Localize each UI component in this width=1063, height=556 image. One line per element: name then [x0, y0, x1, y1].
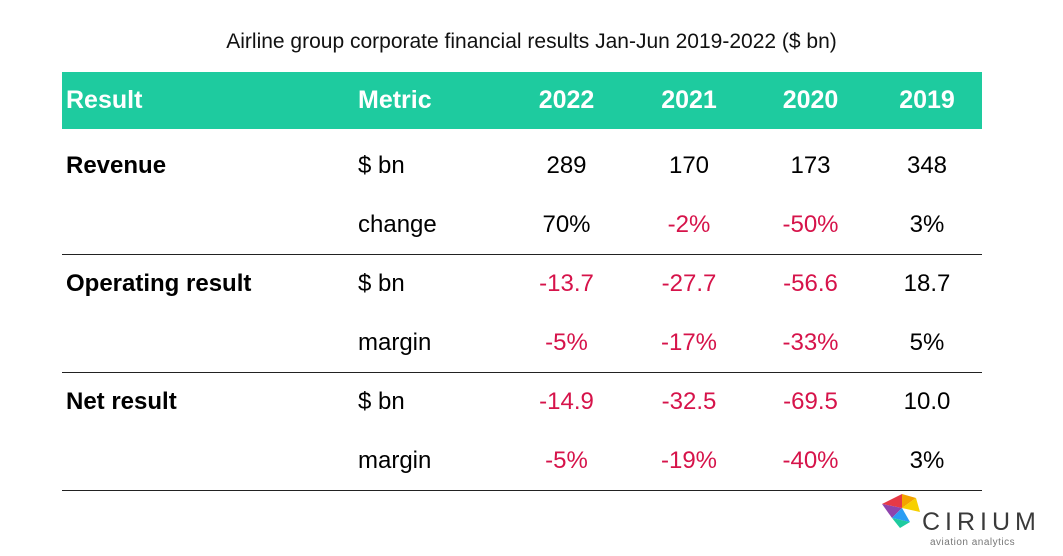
value-cell: 18.7	[903, 270, 951, 298]
table-row: Net result $ bn -14.9 -32.5 -69.5 10.0	[62, 373, 982, 432]
value-cell: -40%	[749, 431, 872, 491]
value-cell: 348	[906, 152, 948, 180]
header-2020: 2020	[749, 72, 872, 129]
logo-wordmark: CIRIUM	[922, 508, 1041, 536]
row-result-label	[62, 195, 356, 255]
row-result-label: Revenue	[66, 152, 167, 180]
value-cell: -17%	[629, 313, 749, 373]
value-cell: -32.5	[661, 388, 717, 416]
value-cell: -5%	[504, 431, 629, 491]
row-metric-label: change	[356, 195, 504, 255]
value-cell: -27.7	[661, 270, 717, 298]
table-row: change 70% -2% -50% 3%	[62, 195, 982, 255]
header-2022: 2022	[504, 72, 629, 129]
value-cell: 10.0	[903, 388, 951, 416]
row-metric-label: $ bn	[358, 388, 405, 416]
header-row: Result Metric 2022 2021 2020 2019	[62, 72, 982, 129]
row-result-label: Operating result	[66, 270, 252, 298]
header-2019: 2019	[872, 72, 982, 129]
value-cell: -50%	[749, 195, 872, 255]
table-row: Revenue $ bn 289 170 173 348	[62, 129, 982, 196]
row-result-label: Net result	[66, 388, 177, 416]
value-cell: -33%	[749, 313, 872, 373]
value-cell: 3%	[872, 431, 982, 491]
value-cell: -56.6	[783, 270, 838, 298]
header-2021: 2021	[629, 72, 749, 129]
logo-tagline: aviation analytics	[930, 537, 1016, 548]
value-cell: -69.5	[783, 388, 838, 416]
value-cell: -19%	[629, 431, 749, 491]
value-cell: 170	[668, 152, 710, 180]
row-metric-label: $ bn	[358, 152, 405, 180]
value-cell: 289	[546, 152, 587, 180]
header-metric: Metric	[356, 72, 504, 129]
cirium-logo-icon	[882, 494, 920, 528]
row-result-label	[62, 313, 356, 373]
row-metric-label: margin	[356, 431, 504, 491]
value-cell: 173	[790, 152, 831, 180]
header-result: Result	[62, 72, 356, 129]
table-row: Operating result $ bn -13.7 -27.7 -56.6 18.7	[62, 255, 982, 314]
row-metric-label: margin	[356, 313, 504, 373]
value-cell: 70%	[504, 195, 629, 255]
value-cell: -5%	[504, 313, 629, 373]
value-cell: 3%	[872, 195, 982, 255]
table-row: margin -5% -17% -33% 5%	[62, 313, 982, 373]
row-result-label	[62, 431, 356, 491]
financial-results-table: Result Metric 2022 2021 2020 2019 Revenu…	[62, 72, 982, 491]
table-title: Airline group corporate financial result…	[226, 30, 837, 53]
table-row: margin -5% -19% -40% 3%	[62, 431, 982, 491]
row-metric-label: $ bn	[358, 270, 405, 298]
value-cell: -14.9	[539, 388, 594, 416]
value-cell: 5%	[872, 313, 982, 373]
value-cell: -2%	[629, 195, 749, 255]
value-cell: -13.7	[539, 270, 594, 298]
